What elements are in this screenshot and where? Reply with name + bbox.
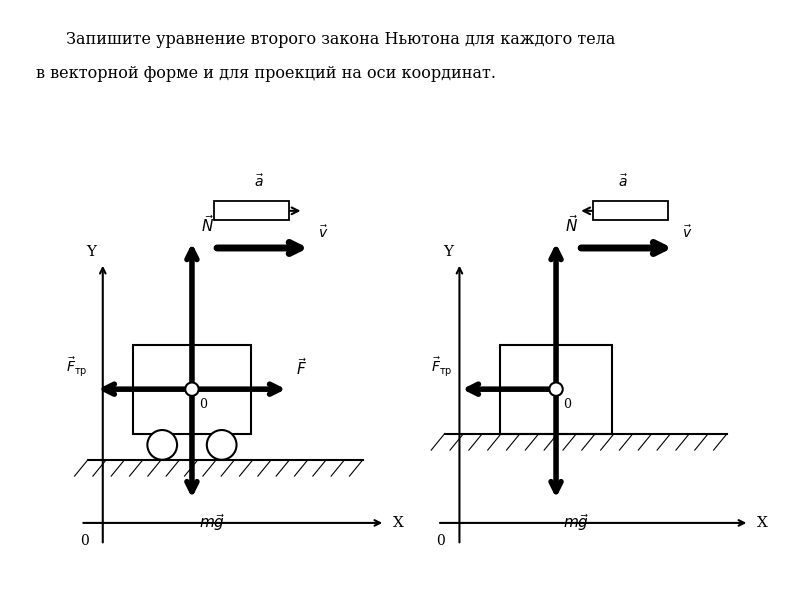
- Text: X: X: [393, 516, 403, 530]
- Text: $\vec{F}_{\rm тр}$: $\vec{F}_{\rm тр}$: [430, 355, 452, 378]
- Circle shape: [207, 430, 237, 460]
- Text: 0: 0: [563, 398, 571, 410]
- Text: $\vec{v}$: $\vec{v}$: [318, 224, 329, 241]
- Text: 0: 0: [80, 535, 89, 548]
- Text: X: X: [757, 516, 767, 530]
- Bar: [500, 344, 612, 434]
- Text: $\vec{F}$: $\vec{F}$: [296, 357, 307, 378]
- Text: $\vec{F}_{\rm тр}$: $\vec{F}_{\rm тр}$: [66, 355, 88, 378]
- Text: Запишите уравнение второго закона Ньютона для каждого тела: Запишите уравнение второго закона Ньютон…: [66, 31, 615, 49]
- Circle shape: [147, 430, 177, 460]
- Text: $\vec{N}$: $\vec{N}$: [201, 214, 214, 235]
- Text: $\vec{N}$: $\vec{N}$: [565, 214, 578, 235]
- Bar: [593, 201, 667, 220]
- Text: $\vec{a}$: $\vec{a}$: [254, 173, 264, 190]
- Bar: [214, 201, 289, 220]
- Text: $\vec{a}$: $\vec{a}$: [618, 173, 628, 190]
- Text: $m\vec{g}$: $m\vec{g}$: [199, 512, 226, 533]
- Circle shape: [550, 382, 562, 396]
- Text: Y: Y: [86, 245, 97, 259]
- Text: 0: 0: [437, 535, 446, 548]
- Text: Y: Y: [443, 245, 454, 259]
- Text: 0: 0: [199, 398, 207, 410]
- Text: в векторной форме и для проекций на оси координат.: в векторной форме и для проекций на оси …: [36, 65, 496, 82]
- Text: $m\vec{g}$: $m\vec{g}$: [563, 512, 590, 533]
- Bar: [133, 344, 251, 434]
- Circle shape: [186, 382, 198, 396]
- Text: $\vec{v}$: $\vec{v}$: [682, 224, 693, 241]
